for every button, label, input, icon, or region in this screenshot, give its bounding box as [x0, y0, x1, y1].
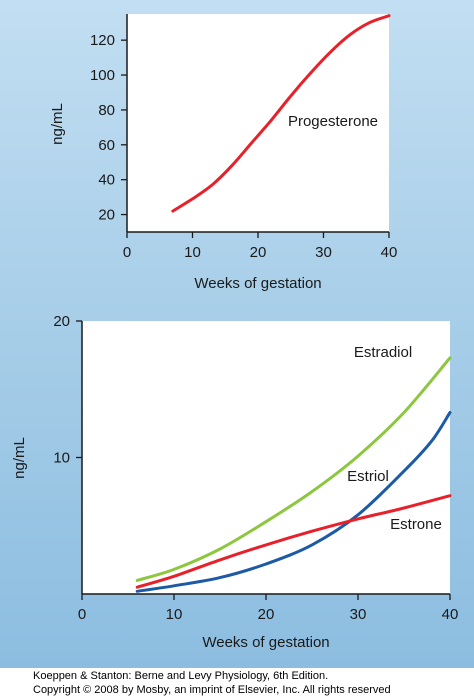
chart2-estriol-line: [135, 411, 452, 593]
credit-line-2: Copyright © 2008 by Mosby, an imprint of…: [33, 684, 391, 696]
chart1-xtick-label: 10: [184, 244, 201, 261]
chart1-xtick-label: 40: [381, 244, 398, 261]
chart2-xtick-label: 0: [78, 606, 86, 623]
figure-panel: 0 10 20 30 40 20 40 60 80 100 120 Progesterone Wee…: [0, 0, 474, 668]
chart1-xlabel: Weeks of gestation: [194, 275, 321, 292]
chart2-xtick-label: 30: [350, 606, 367, 623]
chart2-ytick-label: 20: [53, 313, 70, 330]
chart1-progesterone-line: [171, 14, 391, 213]
chart2-xtick-label: 20: [258, 606, 275, 623]
chart1-ticks: 0 10 20 30 40 20 40 60 80 100 120: [90, 32, 397, 261]
chart2-xtick-label: 10: [166, 606, 183, 623]
chart1-ytick-label: 40: [98, 172, 115, 189]
chart2-estradiol-label: Estradiol: [354, 344, 412, 361]
chart1-ytick-label: 60: [98, 137, 115, 154]
credit-line-1: Koeppen & Stanton: Berne and Levy Physio…: [33, 670, 329, 682]
chart2-estradiol-line: [135, 356, 452, 582]
chart1-progesterone-label: Progesterone: [288, 113, 378, 130]
chart2-ticks: 0 10 20 30 40 10 20: [53, 313, 458, 623]
chart1-xtick-label: 20: [250, 244, 267, 261]
chart1-ytick-label: 80: [98, 102, 115, 119]
chart2-estriol-label: Estriol: [347, 468, 389, 485]
chart1-ytick-label: 20: [98, 207, 115, 224]
chart2-series: Estradiol Estriol Estrone: [135, 344, 452, 593]
chart2-plot-area: [82, 321, 450, 594]
chart2-estrone-line: [135, 494, 452, 589]
chart1-xtick-label: 30: [315, 244, 332, 261]
chart2-estrone-label: Estrone: [390, 516, 442, 533]
chart2-ytick-label: 10: [53, 450, 70, 467]
copyright-credit: Koeppen & Stanton: Berne and Levy Physio…: [0, 668, 474, 700]
chart1-ytick-label: 120: [90, 32, 115, 49]
chart2-xtick-label: 40: [442, 606, 459, 623]
chart1-series: Progesterone: [171, 14, 391, 213]
chart1-ytick-label: 100: [90, 67, 115, 84]
chart1-ylabel: ng/mL: [49, 103, 66, 145]
chart1-plot-area: [127, 14, 389, 232]
chart2-xlabel: Weeks of gestation: [202, 634, 329, 651]
chart2-ylabel: ng/mL: [11, 437, 28, 479]
chart1-xtick-label: 0: [123, 244, 131, 261]
